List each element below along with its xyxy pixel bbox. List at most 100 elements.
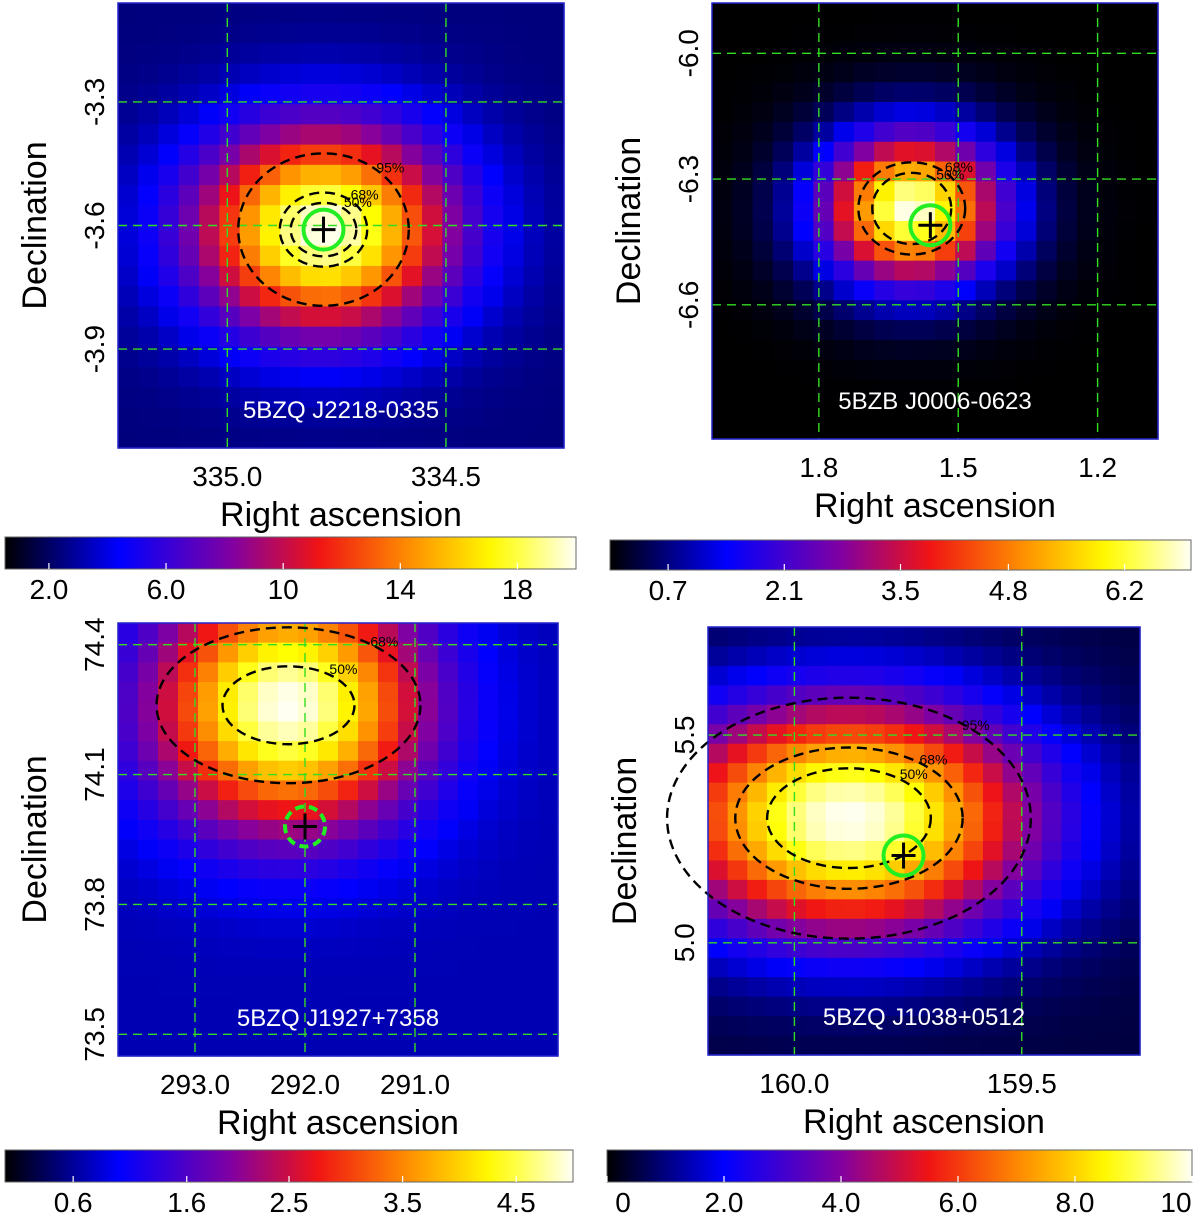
heatmap-pixel xyxy=(338,957,359,978)
heatmap-pixel xyxy=(358,859,379,880)
heatmap-pixel xyxy=(1076,22,1098,44)
heatmap-pixel xyxy=(865,1035,886,1056)
heatmap-pixel xyxy=(712,82,733,103)
colorbar-gradient xyxy=(606,1149,1193,1183)
heatmap-pixel xyxy=(825,685,847,706)
heatmap-pixel xyxy=(442,286,464,308)
heatmap-pixel xyxy=(158,898,179,919)
heatmap-pixel xyxy=(442,83,464,105)
heatmap-pixel xyxy=(118,387,139,409)
heatmap-pixel xyxy=(914,82,936,103)
heatmap-pixel xyxy=(712,300,733,321)
heatmap-pixel xyxy=(786,665,807,686)
heatmap-pixel xyxy=(401,144,423,166)
heatmap-pixel xyxy=(1022,704,1043,725)
heatmap-pixel xyxy=(280,427,302,449)
source-marker xyxy=(908,203,953,248)
heatmap-pixel xyxy=(320,265,342,287)
heatmap-pixel xyxy=(935,419,956,440)
heatmap-pixel xyxy=(747,802,768,823)
heatmap-pixel xyxy=(772,300,794,321)
heatmap-pixel xyxy=(381,23,403,45)
heatmap-pixel xyxy=(338,996,359,1018)
heatmap-pixel xyxy=(503,367,525,388)
heatmap-pixel xyxy=(358,1016,379,1037)
heatmap-pixel xyxy=(259,83,281,105)
heatmap-pixel xyxy=(198,642,219,663)
heatmap-pixel xyxy=(158,124,180,146)
heatmap-pixel xyxy=(1041,802,1063,823)
heatmap-pixel xyxy=(478,918,499,939)
heatmap-pixel xyxy=(523,124,545,146)
heatmap-pixel xyxy=(982,763,1004,784)
heatmap-pixel xyxy=(458,1016,479,1037)
map-frame xyxy=(117,622,559,1057)
heatmap-pixel xyxy=(1041,724,1063,745)
heatmap-pixel xyxy=(482,407,504,429)
heatmap-pixel xyxy=(747,841,768,862)
heatmap-pixel xyxy=(1120,782,1141,803)
heatmap-pixel xyxy=(853,339,875,361)
heatmap-pixel xyxy=(438,878,459,900)
heatmap-pixel xyxy=(118,859,139,880)
heatmap-pixel xyxy=(239,306,261,328)
heatmap-pixel xyxy=(975,379,997,400)
heatmap-pixel xyxy=(1036,221,1058,242)
heatmap-pixel xyxy=(853,240,875,262)
heatmap-pixel xyxy=(845,1016,866,1037)
heatmap-pixel xyxy=(300,83,322,105)
heatmap-pixel xyxy=(813,419,835,440)
heatmap-pixel xyxy=(498,682,519,703)
heatmap-pixel xyxy=(732,280,754,301)
heatmap-pixel xyxy=(806,704,827,725)
heatmap-pixel xyxy=(538,918,559,939)
colorbar-1: 2.0 6.0 10 14 18 xyxy=(4,536,577,605)
heatmap-pixel xyxy=(118,898,139,919)
heatmap-pixel xyxy=(1097,260,1119,282)
heatmap-pixel xyxy=(1100,763,1121,784)
heatmap-pixel xyxy=(772,260,794,282)
heatmap-pixel xyxy=(442,3,464,24)
heatmap-pixel xyxy=(498,780,519,801)
heatmap-pixel xyxy=(752,201,774,222)
heatmap-pixel xyxy=(943,1016,964,1037)
heatmap-pixel xyxy=(238,839,259,860)
heatmap-pixel xyxy=(178,760,199,782)
heatmap-pixel xyxy=(138,387,160,409)
heatmap-pixel xyxy=(338,701,359,723)
heatmap-pixel xyxy=(158,623,179,644)
heatmap-pixel xyxy=(865,977,886,998)
heatmap-pixel xyxy=(712,339,733,361)
heatmap-pixel xyxy=(138,859,159,880)
heatmap-pixel xyxy=(904,977,925,998)
contour-label: 68% xyxy=(945,159,973,175)
heatmap-pixel xyxy=(825,821,847,842)
heatmap-pixel xyxy=(813,300,835,321)
heatmap-pixel xyxy=(378,937,399,959)
heatmap-pixel xyxy=(158,83,180,105)
heatmap-pixel xyxy=(712,62,733,83)
heatmap-pixel xyxy=(278,957,299,978)
heatmap-pixel xyxy=(935,399,956,420)
heatmap-pixel xyxy=(278,878,299,900)
heatmap-pixel xyxy=(338,819,359,841)
heatmap-pixel xyxy=(786,802,807,823)
heatmap-pixel xyxy=(118,1016,139,1037)
heatmap-pixel xyxy=(732,221,754,242)
heatmap-pixel xyxy=(1097,82,1119,103)
heatmap-pixel xyxy=(727,743,748,764)
heatmap-pixel xyxy=(955,22,977,44)
heatmap-pixel xyxy=(158,682,179,703)
heatmap-pixel xyxy=(338,682,359,703)
heatmap-pixel xyxy=(982,996,1004,1017)
heatmap-pixel xyxy=(793,62,814,83)
heatmap-pixel xyxy=(786,627,807,648)
heatmap-pixel xyxy=(458,642,479,663)
heatmap-pixel xyxy=(935,62,956,83)
heatmap-pixel xyxy=(118,819,139,841)
heatmap-pixel xyxy=(1097,22,1119,44)
heatmap-pixel xyxy=(708,996,729,1017)
heatmap-pixel xyxy=(300,43,322,65)
heatmap-pixel xyxy=(924,879,945,900)
heatmap-pixel xyxy=(118,918,139,939)
